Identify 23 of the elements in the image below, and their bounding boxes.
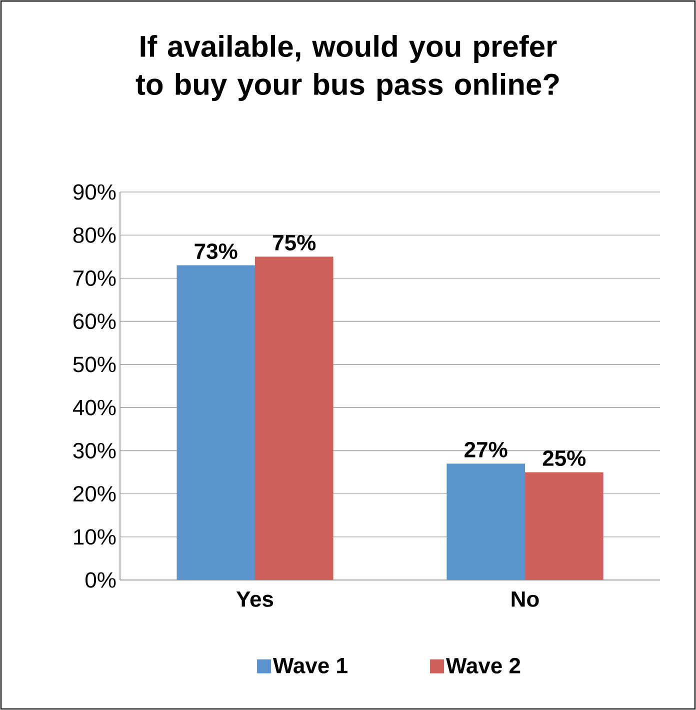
bar	[176, 265, 255, 580]
y-tick-label: 10%	[74, 529, 116, 545]
y-tick-label: 30%	[73, 442, 116, 458]
x-tick-label: No	[512, 592, 539, 607]
y-tick-label: 0%	[86, 572, 116, 588]
y-tick-label: 40%	[72, 400, 116, 416]
y-tick-label: 70%	[74, 270, 116, 286]
bar	[446, 464, 525, 580]
data-label: 25%	[542, 450, 586, 466]
y-tick-label: 80%	[73, 227, 116, 243]
y-tick-label: 20%	[74, 486, 116, 502]
x-tick-label: Yes	[236, 592, 274, 607]
bar	[255, 256, 334, 580]
data-label: 75%	[273, 234, 316, 250]
y-tick-label: 50%	[73, 356, 116, 372]
legend-label: Wave 2	[446, 658, 520, 674]
legend-label: Wave 1	[273, 658, 348, 674]
chart-title: If available, would you prefer to buy your bus pass online?	[136, 35, 559, 101]
bar	[524, 472, 604, 580]
y-tick-label: 90%	[73, 184, 116, 200]
data-label: 27%	[464, 442, 508, 458]
data-label: 73%	[194, 243, 238, 260]
y-tick-label: 60%	[74, 314, 116, 330]
